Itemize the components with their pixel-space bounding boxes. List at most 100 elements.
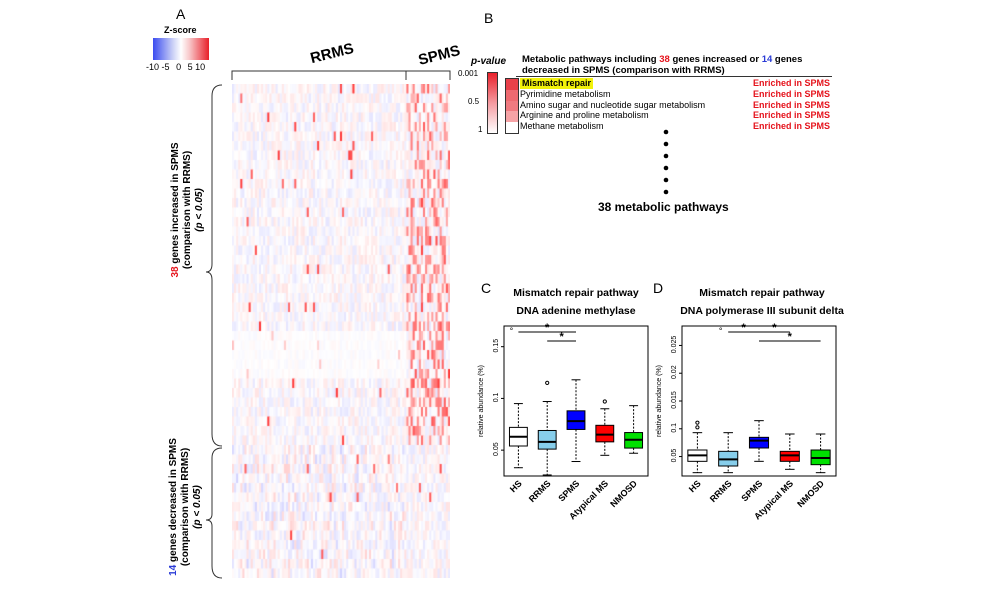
pathway-row: Methane metabolism Enriched in SPMS	[520, 121, 830, 132]
pathway-list: Mismatch repair Enriched in SPMS Pyrimid…	[520, 78, 830, 132]
header-text: genes increased or	[669, 54, 762, 65]
x-tick-label: HS	[687, 478, 703, 494]
increased-count: 38	[170, 266, 181, 278]
x-tick-label: NMOSD	[608, 478, 639, 509]
box-spms	[566, 410, 586, 430]
x-tick-label: NMOSD	[795, 478, 826, 509]
box-outlier	[545, 380, 550, 385]
decreased-text: genes decreased in SPMS	[168, 438, 179, 565]
header-text: genes	[772, 54, 803, 65]
pvalue-title: p-value	[471, 56, 507, 67]
increased-text: genes increased in SPMS	[170, 142, 181, 267]
header-count-decreased: 14	[761, 54, 773, 65]
pathway-header: Metabolic pathways including 38 genes in…	[522, 54, 802, 76]
pathway-name: Amino sugar and nucleotide sugar metabol…	[520, 99, 706, 110]
heatmap	[232, 84, 450, 578]
panel-label-a: A	[176, 6, 186, 22]
x-tick-label: RRMS	[708, 478, 734, 504]
pathway-row: Arginine and proline metabolism Enriched…	[520, 110, 830, 121]
header-text-line2: decreased in SPMS (comparison with RRMS)	[522, 65, 725, 76]
box-spms	[748, 436, 770, 449]
x-tick-label: SPMS	[556, 478, 581, 503]
y-axis-label: relative abundance (%)	[478, 365, 485, 437]
y-tick-label: 0.1	[493, 392, 500, 402]
pathway-name: Pyrimidine metabolism	[520, 88, 611, 99]
increased-pvalue: (p < 0.05)	[194, 188, 205, 232]
pathway-name: Methane metabolism	[520, 121, 604, 132]
significance-star: *	[772, 322, 777, 334]
header-count-increased: 38	[659, 54, 670, 65]
significance-star: *	[741, 322, 746, 334]
decreased-pvalue: (p < 0.05)	[192, 485, 203, 529]
pathway-status: Enriched in SPMS	[752, 99, 830, 110]
colorbar-tick: 5	[187, 62, 193, 72]
panel-label-c: C	[481, 280, 492, 296]
pathway-name: Arginine and proline metabolism	[520, 110, 649, 121]
significance-star: *	[545, 322, 550, 334]
pathway-pvalue-cell	[506, 89, 518, 101]
pvalue-tick: 0.001	[458, 69, 479, 78]
chart-c-title: Mismatch repair pathway	[513, 287, 639, 299]
x-tick-label: RRMS	[527, 478, 553, 504]
significance-mark: °	[510, 326, 514, 336]
pvalue-tick: 1	[478, 125, 483, 134]
y-tick-label: 0.025	[671, 336, 678, 354]
pathway-header-rule	[516, 76, 832, 77]
chart-c-subtitle: DNA adenine methylase	[516, 305, 636, 317]
pathway-status: Enriched in SPMS	[752, 88, 830, 99]
pathway-pvalue-cell	[506, 122, 518, 133]
x-tick-label: HS	[508, 478, 524, 494]
box-outlier	[602, 399, 607, 404]
increased-comparison: (comparison with RRMS)	[182, 150, 193, 270]
pathway-pvalue-column	[505, 78, 519, 134]
group-label-rrms: RRMS	[308, 39, 356, 68]
header-text: Metabolic pathways including	[522, 54, 660, 65]
group-bracket	[231, 70, 451, 80]
colorbar-ticks: -10 -5 0 5 10	[146, 62, 216, 72]
increased-genes-label: 38 genes increased in SPMS (comparison w…	[170, 90, 206, 330]
significance-star: *	[559, 331, 564, 343]
pvalue-tick: 0.5	[468, 97, 480, 106]
y-tick-label: 0.05	[671, 449, 678, 463]
significance-mark: °	[719, 326, 723, 336]
decreased-genes-label: 14 genes decreased in SPMS (comparison w…	[168, 432, 204, 582]
pvalue-colorbar	[487, 72, 498, 134]
chart-d-subtitle: DNA polymerase III subunit delta	[680, 305, 844, 317]
y-tick-label: 0.02	[671, 365, 678, 379]
group-label-spms: SPMS	[416, 42, 462, 69]
x-tick-label: SPMS	[739, 478, 764, 503]
pathway-status: Enriched in SPMS	[752, 78, 830, 88]
y-tick-label: 0.15	[493, 339, 500, 353]
colorbar-tick: -10	[146, 62, 160, 72]
box-outlier	[695, 425, 700, 430]
y-axis-label: relative abundance (%)	[656, 365, 663, 437]
colorbar-title: Z-score	[164, 25, 197, 35]
pathway-status: Enriched in SPMS	[752, 121, 830, 132]
panel-label-b: B	[484, 10, 494, 26]
colorbar-gradient	[153, 38, 209, 60]
decreased-count: 14	[168, 564, 179, 576]
colorbar-tick: 0	[176, 62, 182, 72]
y-tick-label: 0.015	[671, 391, 678, 409]
chart-d-title: Mismatch repair pathway	[699, 287, 825, 299]
pathway-pvalue-cell	[506, 100, 518, 112]
colorbar-tick: -5	[161, 62, 170, 72]
continuation-dots	[663, 129, 669, 195]
chart-c: 0.05 0.1 0.15 relative abundance (%) HS RRMS S…	[478, 322, 649, 521]
panel-label-d: D	[653, 280, 664, 296]
pathway-row: Pyrimidine metabolism Enriched in SPMS	[520, 89, 830, 100]
y-tick-label: 0.05	[493, 442, 500, 456]
box-atypical-ms	[595, 424, 615, 443]
significance-star: *	[788, 331, 793, 343]
pathway-pvalue-cell	[506, 79, 518, 90]
pathway-pvalue-cell	[506, 111, 518, 123]
pathway-row: Mismatch repair Enriched in SPMS	[520, 78, 830, 89]
pathway-status: Enriched in SPMS	[752, 110, 830, 121]
pathway-footer: 38 metabolic pathways	[598, 200, 729, 214]
row-brackets	[205, 84, 223, 579]
box-rrms	[537, 429, 557, 450]
decreased-comparison: (comparison with RRMS)	[180, 447, 191, 567]
box-outlier	[695, 420, 700, 425]
colorbar-tick: 10	[195, 62, 206, 72]
plot-frame	[503, 325, 649, 477]
